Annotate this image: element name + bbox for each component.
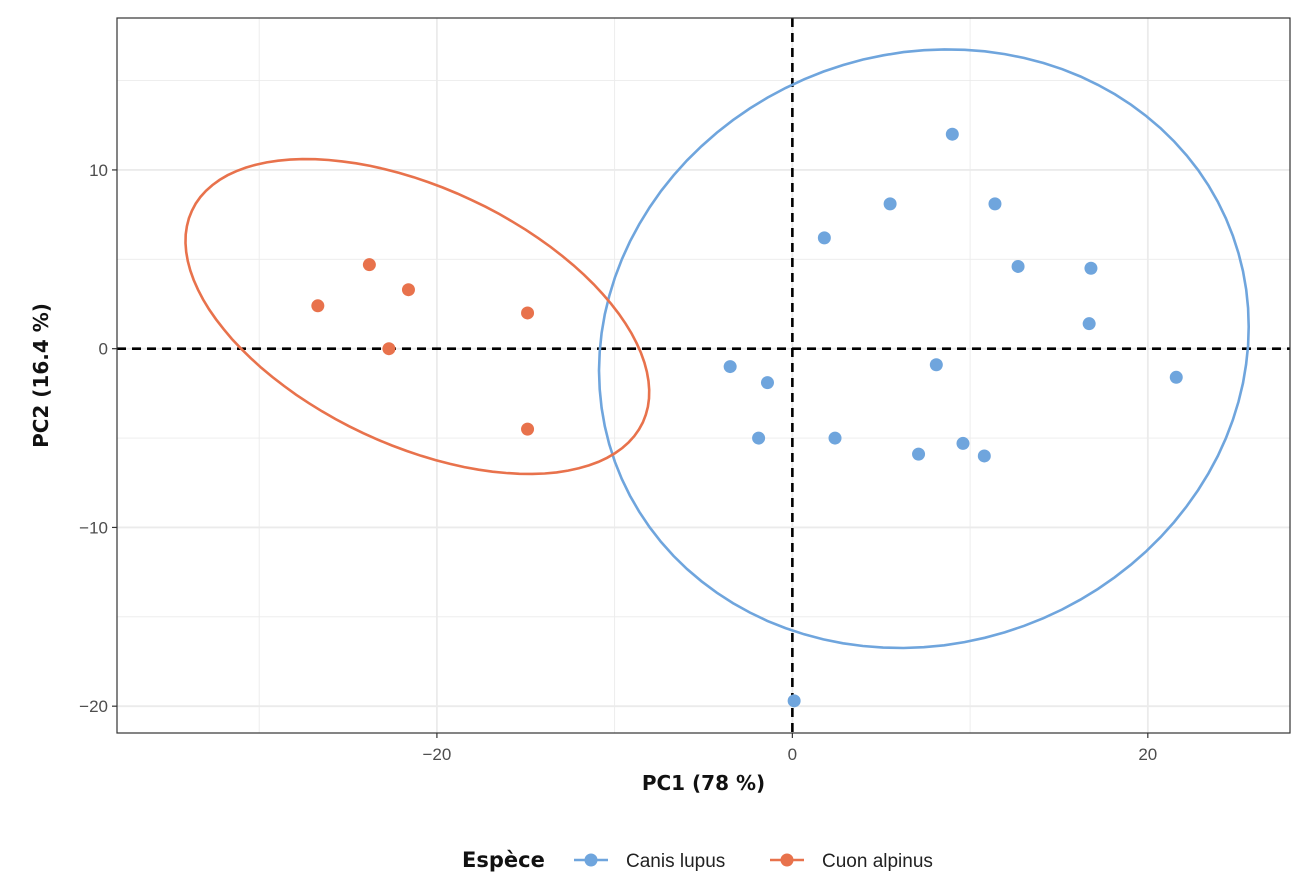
point-canis-lupus	[787, 694, 801, 708]
legend-label: Canis lupus	[626, 851, 725, 872]
point-canis-lupus	[945, 127, 959, 141]
point-canis-lupus	[828, 431, 842, 445]
ellipse-canis-lupus	[597, 48, 1251, 650]
point-cuon-alpinus	[521, 306, 535, 320]
x-tick-label: −20	[422, 745, 451, 764]
point-canis-lupus	[817, 231, 831, 245]
point-canis-lupus	[1084, 261, 1098, 275]
point-cuon-alpinus	[382, 342, 396, 356]
point-canis-lupus	[912, 447, 926, 461]
point-canis-lupus	[1011, 259, 1025, 273]
point-canis-lupus	[977, 449, 991, 463]
x-axis-title: PC1 (78 %)	[642, 771, 765, 795]
point-cuon-alpinus	[311, 299, 325, 313]
point-canis-lupus	[929, 358, 943, 372]
reference-lines	[117, 18, 1290, 733]
ellipse-cuon-alpinus	[184, 157, 651, 476]
y-tick-label: −20	[79, 697, 108, 716]
point-canis-lupus	[760, 376, 774, 390]
point-canis-lupus	[988, 197, 1002, 211]
legend-items: Canis lupus Cuon alpinus	[574, 851, 933, 872]
point-cuon-alpinus	[521, 422, 535, 436]
point-canis-lupus	[1169, 370, 1183, 384]
y-axis-title: PC2 (16.4 %)	[29, 303, 53, 448]
data-points	[311, 127, 1183, 708]
point-cuon-alpinus	[401, 283, 415, 297]
point-canis-lupus	[723, 360, 737, 374]
point-canis-lupus	[1082, 317, 1096, 331]
axis-ticks: −20 0 20 −20 −10 0 10	[79, 161, 1157, 764]
x-tick-label: 20	[1138, 745, 1157, 764]
legend-label: Cuon alpinus	[822, 851, 933, 872]
legend-key-point	[584, 853, 598, 867]
panel-border	[116, 17, 1291, 734]
legend: Espèce Canis lupus Cuon alpinus	[462, 848, 933, 872]
x-tick-label: 0	[788, 745, 797, 764]
legend-item-canis-lupus: Canis lupus	[574, 851, 725, 872]
point-canis-lupus	[752, 431, 766, 445]
legend-key-point	[780, 853, 794, 867]
y-tick-label: 0	[99, 340, 108, 359]
point-cuon-alpinus	[362, 258, 376, 272]
y-tick-label: 10	[89, 161, 108, 180]
point-canis-lupus	[883, 197, 897, 211]
legend-title: Espèce	[462, 848, 545, 872]
confidence-ellipses	[184, 48, 1251, 650]
legend-item-cuon-alpinus: Cuon alpinus	[770, 851, 933, 872]
point-canis-lupus	[956, 436, 970, 450]
y-tick-label: −10	[79, 518, 108, 537]
